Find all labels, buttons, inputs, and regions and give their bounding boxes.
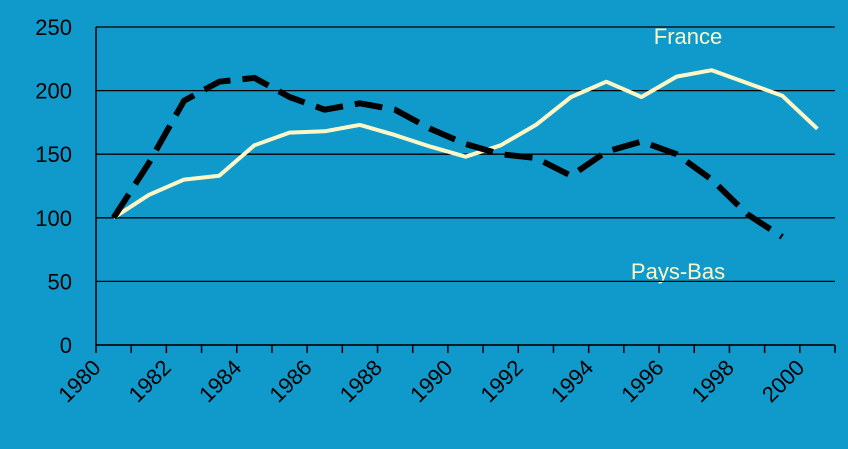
y-tick-label: 50 xyxy=(48,269,72,294)
annotation: France xyxy=(654,24,722,49)
line-series xyxy=(112,68,819,220)
y-tick-label: 250 xyxy=(35,15,72,40)
y-tick-label: 100 xyxy=(35,206,72,231)
line-series xyxy=(111,74,784,240)
y-tick-label: 0 xyxy=(60,333,72,358)
y-tick-label: 150 xyxy=(35,142,72,167)
annotation: Pays-Bas xyxy=(631,259,725,284)
y-tick-label: 200 xyxy=(35,79,72,104)
